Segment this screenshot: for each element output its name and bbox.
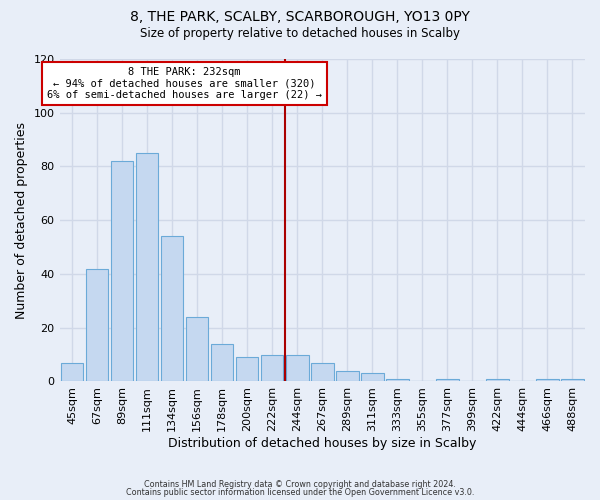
Bar	[61, 362, 83, 382]
Bar	[561, 379, 584, 382]
Bar	[186, 317, 208, 382]
Text: Size of property relative to detached houses in Scalby: Size of property relative to detached ho…	[140, 28, 460, 40]
Text: Contains public sector information licensed under the Open Government Licence v3: Contains public sector information licen…	[126, 488, 474, 497]
Bar	[536, 379, 559, 382]
Bar	[86, 268, 109, 382]
Bar	[386, 379, 409, 382]
Bar	[211, 344, 233, 382]
X-axis label: Distribution of detached houses by size in Scalby: Distribution of detached houses by size …	[168, 437, 476, 450]
Bar	[436, 379, 458, 382]
Text: 8 THE PARK: 232sqm
← 94% of detached houses are smaller (320)
6% of semi-detache: 8 THE PARK: 232sqm ← 94% of detached hou…	[47, 67, 322, 100]
Bar	[111, 161, 133, 382]
Bar	[336, 370, 359, 382]
Bar	[311, 362, 334, 382]
Text: Contains HM Land Registry data © Crown copyright and database right 2024.: Contains HM Land Registry data © Crown c…	[144, 480, 456, 489]
Bar	[161, 236, 184, 382]
Bar	[136, 153, 158, 382]
Bar	[261, 354, 283, 382]
Bar	[361, 374, 383, 382]
Y-axis label: Number of detached properties: Number of detached properties	[15, 122, 28, 318]
Bar	[286, 354, 308, 382]
Bar	[486, 379, 509, 382]
Text: 8, THE PARK, SCALBY, SCARBOROUGH, YO13 0PY: 8, THE PARK, SCALBY, SCARBOROUGH, YO13 0…	[130, 10, 470, 24]
Bar	[236, 358, 259, 382]
